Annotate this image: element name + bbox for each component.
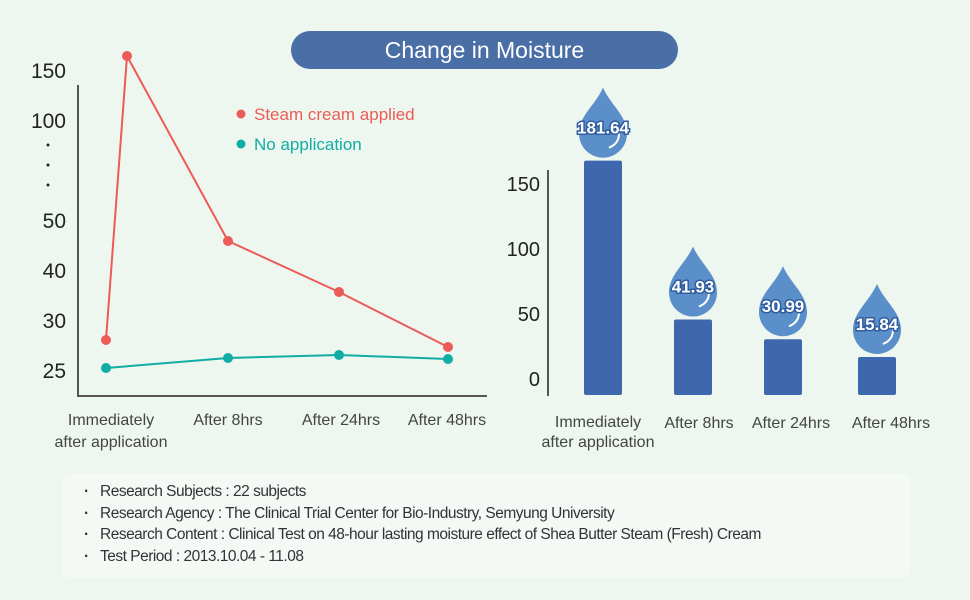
info-value: The Clinical Trial Center for Bio-Indust… (225, 504, 615, 522)
info-label: Test Period (100, 547, 173, 565)
info-label: Research Subjects (100, 483, 222, 500)
info-value: Clinical Test on 48-hour lasting moistur… (228, 526, 761, 543)
series-line (105, 353, 449, 369)
bar-value-label: 15.84 (856, 315, 899, 334)
water-drop-icon (579, 87, 627, 158)
drop-highlight (698, 292, 710, 308)
bar-x-label: Immediately (555, 414, 641, 431)
axis-break-dot (46, 143, 50, 147)
axis-break-dot (46, 163, 50, 167)
bar-value-label: 41.93 (672, 278, 715, 297)
water-drop-icon (669, 246, 717, 317)
legend-label: No application (254, 135, 362, 154)
line-y-tick: 25 (43, 360, 66, 383)
info-item: Research Subjects : 22 subjects (84, 483, 910, 505)
data-point (101, 363, 111, 373)
legend-marker (236, 109, 246, 119)
separator: : (221, 483, 234, 500)
bar-y-tick: 0 (529, 369, 540, 391)
data-point (122, 51, 132, 61)
drop-shape (579, 87, 627, 158)
data-point (334, 287, 344, 297)
bar-value-label: 30.99 (762, 297, 805, 316)
bar-x-label: After 8hrs (664, 415, 733, 432)
chart-title: Change in Moisture (291, 31, 678, 69)
bar (858, 357, 896, 395)
bar-x-label: After 24hrs (752, 415, 830, 432)
legend-label: Steam cream applied (254, 105, 415, 124)
drop-highlight (882, 329, 894, 345)
line-y-tick: 40 (43, 260, 66, 283)
data-point (223, 236, 233, 246)
line-y-tick: 100 (31, 110, 66, 133)
info-label: Research Content (100, 526, 217, 543)
line-x-label: After 24hrs (302, 412, 380, 429)
series-line (105, 52, 449, 348)
charts-canvas: 25 30 40 50 100 150 Immediately after applicati… (31, 51, 930, 451)
bar-y-tick: 100 (507, 239, 540, 261)
separator: : (172, 547, 184, 565)
bar-x-label: After 48hrs (852, 415, 930, 432)
bar-value-label: 181.64 (577, 119, 630, 138)
line-y-tick: 150 (31, 60, 66, 83)
data-point (443, 342, 453, 352)
legend-marker (236, 139, 246, 149)
water-drop-icon (853, 284, 901, 354)
drop-shape (669, 246, 717, 317)
info-value: 22 subjects (233, 483, 306, 500)
info-item: Test Period : 2013.10.04 - 11.08 (84, 547, 910, 570)
drop-highlight (608, 133, 620, 149)
line-x-label: After 48hrs (408, 412, 486, 429)
data-point (101, 335, 111, 345)
line-x-label: after application (55, 434, 168, 451)
line-x-label: Immediately (68, 412, 154, 429)
bar (584, 160, 622, 395)
water-drop-icon (759, 266, 807, 337)
bar (764, 339, 802, 395)
data-point (223, 353, 233, 363)
separator: : (214, 504, 226, 522)
line-axes (77, 85, 487, 397)
line-y-tick: 30 (43, 310, 66, 333)
drop-shape (759, 266, 807, 337)
info-item: Research Agency : The Clinical Trial Cen… (84, 504, 910, 527)
drop-highlight (788, 312, 800, 328)
info-item: Research Content : Clinical Test on 48-h… (84, 526, 910, 548)
research-info-box: Research Subjects : 22 subjectsResearch … (62, 474, 910, 578)
bar-x-label: after application (542, 434, 655, 451)
data-point (443, 354, 453, 364)
drop-shape (853, 284, 901, 354)
bar (674, 319, 712, 395)
bar-y-tick: 50 (518, 304, 540, 326)
bar-y-tick: 150 (507, 174, 540, 196)
info-label: Research Agency (100, 504, 215, 522)
line-y-tick: 50 (43, 210, 66, 233)
separator: : (216, 526, 229, 543)
axis-break-dot (46, 183, 50, 187)
data-point (334, 350, 344, 360)
info-value: 2013.10.04 - 11.08 (183, 547, 304, 565)
line-x-label: After 8hrs (193, 412, 262, 429)
